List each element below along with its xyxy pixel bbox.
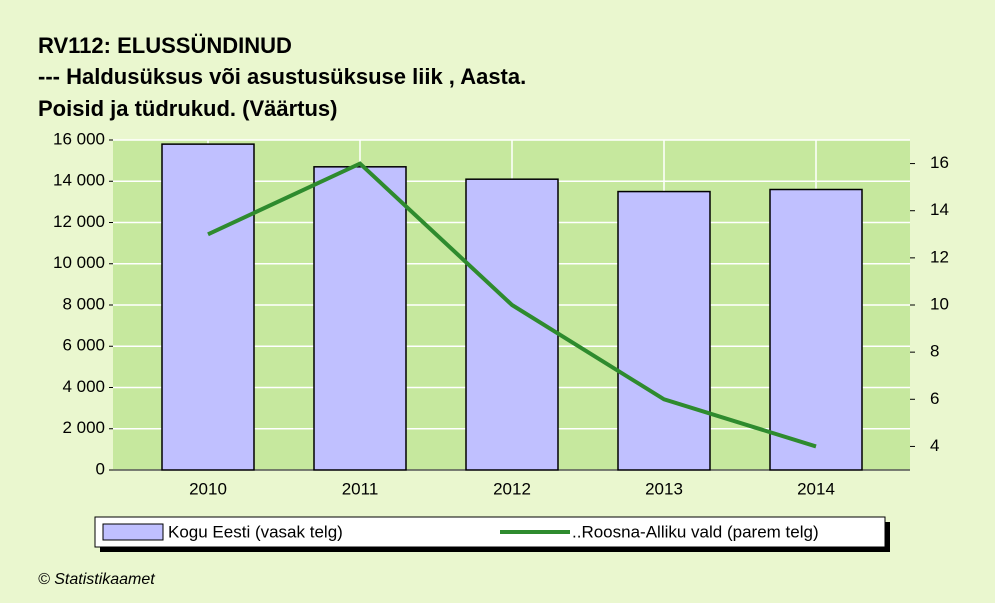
x-tick-label: 2012 [493,479,531,498]
y2-tick-label: 4 [930,436,939,455]
chart-title: RV112: ELUSSÜNDINUD [38,33,292,58]
source: © Statistikaamet [38,571,155,588]
y-tick-label: 12 000 [53,212,105,231]
chart-subtitle: Poisid ja tüdrukud. (Väärtus) [38,96,337,121]
legend-swatch [102,523,164,541]
legend-label: Kogu Eesti (vasak telg) [168,522,343,541]
y2-tick-label: 14 [930,200,949,219]
y-tick-label: 2 000 [62,418,105,437]
x-tick-label: 2010 [189,479,227,498]
bar [617,190,711,471]
bar [313,166,407,471]
legend [94,516,886,548]
line [207,161,817,449]
y2-tick-label: 10 [930,294,949,313]
y2-tick-label: 6 [930,389,939,408]
y-tick-label: 14 000 [53,171,105,190]
x-tick-label: 2011 [342,479,379,498]
legend-label: ..Roosna-Alliku vald (parem telg) [572,522,819,541]
chart-subtitle: --- Haldusüksus või asustusüksuse liik ,… [38,64,526,89]
y-tick-label: 8 000 [62,294,105,313]
y-tick-label: 6 000 [62,336,105,355]
x-tick-label: 2014 [797,479,835,498]
y-tick-label: 16 000 [53,129,105,148]
y2-tick-label: 8 [930,342,939,361]
y-tick-label: 4 000 [62,377,105,396]
y2-tick-label: 12 [930,247,949,266]
bar [769,188,863,471]
y-tick-label: 10 000 [53,253,105,272]
x-tick-label: 2013 [645,479,683,498]
bar [161,143,255,471]
y2-tick-label: 16 [930,153,949,172]
y-tick-label: 0 [96,459,105,478]
